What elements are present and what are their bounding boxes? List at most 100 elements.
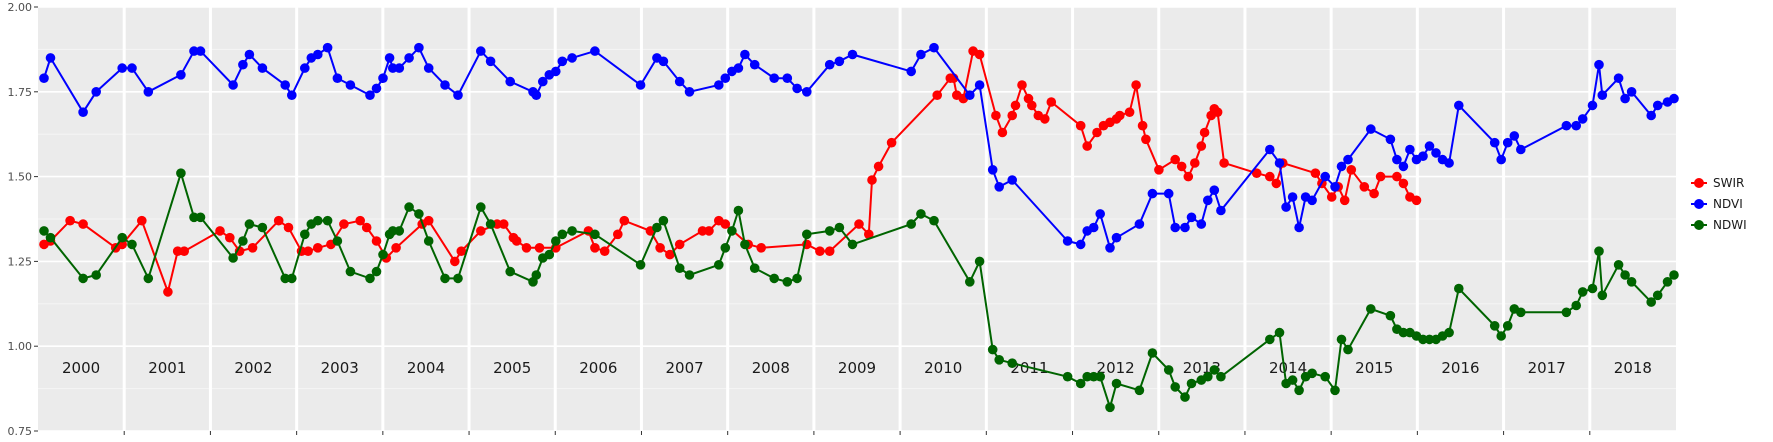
- year-label: 2016: [1441, 359, 1479, 377]
- data-point-swir: [991, 110, 1001, 121]
- data-point-ndwi: [1594, 246, 1604, 256]
- data-point-ndwi: [1626, 277, 1637, 287]
- data-point-swir: [674, 239, 685, 250]
- data-point-ndwi: [1343, 344, 1353, 355]
- data-point-ndwi: [117, 232, 127, 243]
- data-point-swir: [1199, 127, 1210, 138]
- data-point-ndwi: [1516, 307, 1526, 318]
- data-point-ndwi: [1216, 371, 1226, 382]
- data-point-ndvi: [1007, 175, 1017, 185]
- data-point-swir: [215, 226, 225, 236]
- data-point-swir: [1027, 100, 1037, 111]
- year-label: 2009: [838, 359, 876, 377]
- data-point-ndvi: [322, 42, 333, 53]
- data-point-ndwi: [280, 273, 291, 284]
- data-point-ndvi: [684, 87, 695, 97]
- data-point-ndvi: [974, 80, 985, 90]
- data-point-ndvi: [1274, 158, 1285, 168]
- y-tick-label: 1.50: [8, 171, 33, 184]
- data-point-ndwi: [769, 273, 779, 284]
- data-point-ndvi: [117, 63, 127, 73]
- data-point-ndwi: [287, 273, 297, 284]
- data-point-swir: [163, 287, 173, 297]
- data-point-ndwi: [531, 270, 542, 280]
- data-point-ndvi: [1571, 120, 1581, 131]
- data-point-ndwi: [1561, 307, 1572, 318]
- series-ndvi: [39, 42, 1679, 253]
- data-point-ndvi: [1105, 243, 1115, 253]
- data-point-ndvi: [1287, 192, 1298, 202]
- data-point-swir: [1392, 171, 1402, 182]
- data-point-ndwi: [720, 243, 731, 253]
- data-point-swir: [932, 90, 942, 100]
- data-point-swir: [854, 219, 864, 229]
- data-point-ndvi: [1307, 195, 1317, 206]
- data-point-ndvi: [714, 80, 724, 90]
- data-point-ndvi: [1496, 154, 1506, 165]
- data-point-ndvi: [590, 46, 600, 56]
- data-point-ndvi: [1180, 222, 1190, 233]
- data-point-swir: [355, 215, 366, 226]
- data-point-ndvi: [1343, 154, 1353, 165]
- data-point-swir: [1346, 165, 1357, 175]
- data-point-ndwi: [1652, 290, 1663, 301]
- data-point-swir: [1137, 120, 1148, 131]
- data-point-swir: [1176, 161, 1187, 172]
- data-point-ndwi: [551, 236, 561, 246]
- data-point-swir: [361, 222, 372, 233]
- data-point-ndvi: [1613, 73, 1624, 83]
- data-point-ndvi: [505, 76, 515, 87]
- data-point-swir: [234, 246, 245, 256]
- data-point-swir: [1251, 168, 1262, 178]
- data-point-ndvi: [39, 73, 49, 83]
- data-point-swir: [864, 229, 874, 240]
- data-point-swir: [1411, 195, 1422, 206]
- data-point-swir: [371, 236, 382, 246]
- year-label: 2001: [148, 359, 186, 377]
- data-point-ndvi: [538, 76, 548, 87]
- data-point-ndvi: [423, 63, 434, 73]
- data-point-ndvi: [384, 53, 395, 63]
- data-point-ndvi: [143, 87, 154, 97]
- x-axis: [123, 431, 1591, 435]
- data-point-swir: [1075, 120, 1086, 131]
- data-point-ndvi: [1385, 134, 1396, 145]
- data-point-ndwi: [567, 226, 577, 236]
- data-point-ndwi: [228, 253, 238, 263]
- data-point-ndvi: [720, 73, 731, 83]
- data-point-ndwi: [906, 219, 916, 229]
- data-point-ndwi: [394, 226, 405, 236]
- data-point-ndvi: [1134, 219, 1145, 229]
- data-point-ndwi: [987, 344, 998, 355]
- year-label: 2007: [665, 359, 703, 377]
- data-point-swir: [1046, 97, 1057, 107]
- year-label: 2015: [1355, 359, 1393, 377]
- data-point-ndvi: [782, 73, 793, 83]
- data-point-swir: [225, 232, 235, 243]
- year-label: 2017: [1528, 359, 1566, 377]
- data-point-swir: [1398, 178, 1409, 189]
- data-point-ndvi: [176, 70, 186, 80]
- y-tick-label: 0.75: [8, 425, 33, 438]
- data-point-ndwi: [544, 249, 555, 260]
- data-point-ndwi: [1444, 327, 1454, 338]
- data-point-ndvi: [834, 56, 845, 67]
- data-point-ndwi: [824, 226, 835, 236]
- data-point-ndvi: [1147, 188, 1158, 199]
- series-swir: [39, 46, 1422, 297]
- y-tick-label: 1.25: [8, 255, 33, 268]
- data-point-ndvi: [453, 90, 463, 100]
- data-point-ndvi: [1330, 182, 1340, 192]
- data-point-swir: [1183, 171, 1194, 182]
- data-point-ndwi: [1336, 334, 1347, 345]
- data-point-ndvi: [987, 165, 998, 175]
- year-label: 2002: [234, 359, 272, 377]
- data-point-ndvi: [127, 63, 137, 73]
- legend-label-ndwi: NDWI: [1713, 218, 1747, 232]
- data-point-ndwi: [238, 236, 248, 246]
- data-point-ndvi: [1669, 93, 1679, 104]
- data-point-swir: [179, 246, 189, 256]
- data-point-ndvi: [332, 73, 343, 83]
- data-point-ndvi: [1320, 171, 1330, 182]
- data-point-ndwi: [974, 256, 985, 267]
